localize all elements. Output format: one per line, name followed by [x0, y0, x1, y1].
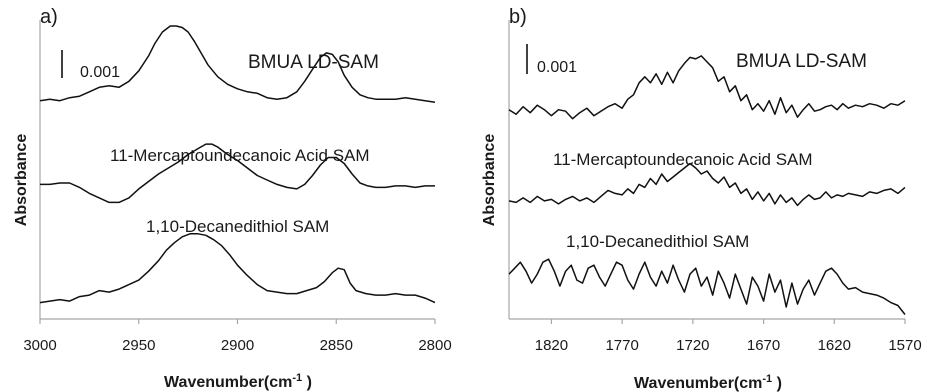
- panel-a-x-tick-label: 2850: [320, 337, 353, 354]
- panel-a-label-mua: 11-Mercaptoundecanoic Acid SAM: [110, 146, 370, 165]
- panel-a-x-tick-label: 2900: [221, 337, 254, 354]
- panel-b-label-dt: 1,10-Decanedithiol SAM: [566, 232, 749, 251]
- panel-a-plot: 3000 2950 2900 2850 2800: [23, 20, 452, 354]
- panel-b-plot: 1820 1770 1720 1670 1620 1570: [508, 20, 922, 354]
- panel-b-x-tick-label: 1820: [535, 337, 568, 354]
- panel-a-label: a): [40, 6, 58, 28]
- panel-b-x-tick-label: 1720: [676, 337, 709, 354]
- panel-b-label-mua: 11-Mercaptoundecanoic Acid SAM: [553, 150, 813, 169]
- panel-a-label-dt: 1,10-Decanedithiol SAM: [146, 217, 329, 236]
- panel-b-x-tick-label: 1770: [605, 337, 638, 354]
- panel-a-trace-mua: [40, 143, 435, 204]
- panel-b-trace-mua: [508, 162, 906, 207]
- panel-a-title: BMUA LD-SAM: [248, 52, 379, 73]
- panel-b-trace-bmua: [508, 55, 906, 120]
- panel-b-label: b): [509, 6, 527, 28]
- panel-a-scale-label: 0.001: [80, 64, 120, 81]
- panel-b-scale-label: 0.001: [537, 59, 577, 76]
- panel-b: b) 0.001 BMUA LD-SAM 11-Mercaptoundecano…: [481, 6, 922, 392]
- panel-a-trace-dt: [39, 233, 436, 304]
- panel-a-x-axis-title: Wavenumber(cm-1 ): [164, 372, 312, 391]
- panel-a-x-tick-label: 2800: [418, 337, 451, 354]
- panel-b-trace-dt: [508, 258, 906, 315]
- panel-b-x-tick-label: 1570: [888, 337, 921, 354]
- panel-a: a) 0.001 BMUA LD-SAM 11-Mercaptoundecano…: [13, 6, 452, 391]
- panel-b-x-tick-label: 1620: [818, 337, 851, 354]
- panel-a-x-tick-label: 2950: [122, 337, 155, 354]
- panel-b-y-axis-title: Absorbance: [481, 134, 498, 227]
- panel-b-x-tick-label: 1670: [747, 337, 780, 354]
- panel-a-trace-bmua: [39, 25, 436, 103]
- panel-b-title: BMUA LD-SAM: [736, 51, 867, 72]
- panel-b-x-axis-title: Wavenumber(cm-1 ): [634, 373, 782, 392]
- panel-a-x-tick-label: 3000: [23, 337, 56, 354]
- panel-a-y-axis-title: Absorbance: [13, 134, 30, 227]
